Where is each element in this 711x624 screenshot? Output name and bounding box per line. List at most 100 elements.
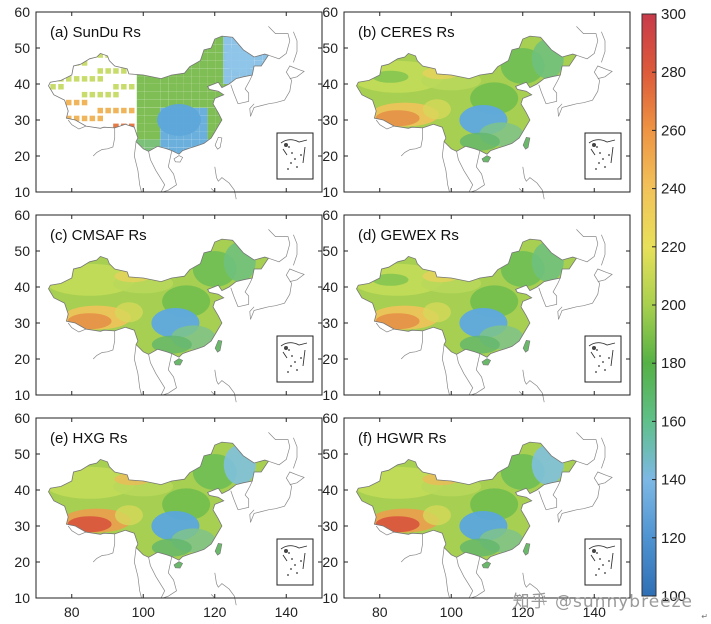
station-pixel (152, 139, 161, 148)
inset-island (294, 158, 296, 160)
inset-island (296, 572, 298, 574)
inset-island (598, 568, 600, 570)
station-pixel (89, 76, 96, 82)
inset-frame (584, 132, 622, 180)
inset-island (300, 357, 302, 359)
panel-frame (35, 11, 323, 193)
coastline (162, 556, 177, 599)
station-pixel (262, 52, 269, 61)
station-pixel (152, 131, 161, 140)
coastlines (67, 26, 305, 200)
field-region (114, 505, 143, 526)
coastline (375, 322, 395, 333)
station-pixel (113, 91, 119, 98)
coastline (268, 432, 291, 466)
coastline (601, 437, 606, 469)
coastline (576, 26, 599, 60)
inset-island (294, 564, 296, 566)
coastline (133, 547, 142, 599)
lon-label: 120 (511, 604, 535, 620)
station-pixel (136, 84, 145, 92)
colorbar-label: 180 (661, 355, 686, 372)
coastline (557, 306, 563, 320)
station-pixel (231, 68, 239, 76)
coastline (210, 391, 216, 396)
field-region (422, 505, 451, 526)
coastline (522, 369, 545, 403)
station-pixel (73, 99, 80, 106)
station-pixel (97, 68, 103, 74)
panel-title: (e) HXG Rs (50, 430, 128, 447)
coastline (133, 344, 142, 396)
station-pixel (199, 52, 208, 61)
colorbar-label: 160 (661, 413, 686, 430)
coastline (576, 229, 599, 263)
station-pixel (199, 60, 208, 68)
station-pixel (152, 76, 161, 84)
station-pixel (207, 107, 216, 116)
station-pixel (199, 107, 208, 116)
station-pixel (176, 147, 184, 155)
map-panel-b: (b) CERES Rs 10 20 30 40 50 60 (322, 4, 631, 200)
station-pixel (121, 107, 127, 114)
panel-frame (343, 214, 631, 396)
station-pixel (81, 60, 88, 66)
panel-frame (35, 417, 323, 599)
field-region (372, 70, 409, 83)
station-pixel (207, 60, 216, 68)
station-pixel (223, 76, 232, 84)
china-border (48, 441, 270, 561)
inset-frame (276, 335, 314, 383)
south-china-sea-inset (276, 538, 314, 586)
station-pixel (191, 84, 200, 92)
station-pixel (66, 76, 72, 82)
coastline (518, 594, 524, 599)
island (214, 542, 223, 556)
coastline (210, 188, 216, 193)
panel-frame (343, 417, 631, 599)
colorbar-label: 260 (661, 122, 686, 139)
station-pixel (176, 139, 184, 148)
lat-label: 50 (322, 40, 338, 56)
island (481, 155, 492, 163)
lat-label: 40 (322, 279, 338, 295)
station-pixel (105, 68, 111, 74)
station-pixel (199, 76, 208, 84)
coastline (162, 353, 177, 396)
inset-coast (588, 342, 616, 367)
coastline (576, 432, 599, 466)
inset-frame (276, 538, 314, 586)
station-pixel (168, 131, 177, 140)
inset-frame (584, 335, 622, 383)
inset-coast (588, 139, 616, 164)
south-china-sea-inset (584, 538, 622, 586)
station-pixel (191, 99, 200, 108)
station-pixel (168, 91, 177, 100)
station-pixel (152, 84, 161, 92)
lat-label: 20 (14, 148, 30, 164)
coastline (557, 509, 563, 523)
coastline (293, 31, 298, 63)
lat-label: 10 (322, 387, 338, 403)
lon-label: 140 (275, 604, 299, 620)
station-pixel (184, 76, 192, 84)
watermark: 知乎 @sunnybreeze (512, 592, 693, 612)
station-pixel (160, 131, 169, 140)
inset-island (290, 365, 292, 367)
coastline (375, 119, 395, 130)
station-pixel (144, 91, 153, 100)
map-panel-a: (a) SunDu Rs 10 20 30 40 50 60 (14, 4, 323, 200)
station-pixel (199, 84, 208, 92)
station-pixel (121, 84, 127, 90)
station-pixel (215, 76, 224, 84)
coastline (558, 268, 613, 320)
inset-island (288, 552, 290, 554)
coastline (92, 533, 116, 563)
station-pixel (58, 84, 64, 90)
field-region (459, 132, 500, 151)
station-pixel (121, 68, 127, 74)
lat-label: 40 (14, 279, 30, 295)
panel-frame (35, 214, 323, 396)
station-pixel (207, 91, 216, 100)
lat-label: 50 (14, 243, 30, 259)
